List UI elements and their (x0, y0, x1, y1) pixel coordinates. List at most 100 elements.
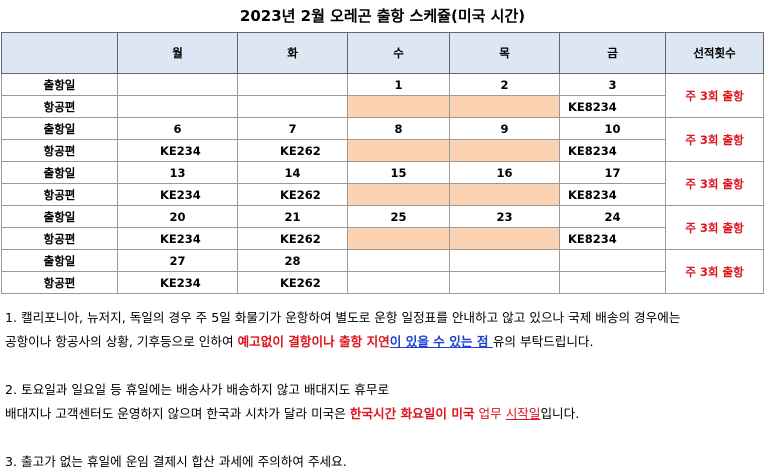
flight-cell (347, 271, 450, 294)
row-label-date: 출항일 (1, 249, 118, 272)
date-cell: 27 (117, 249, 238, 272)
date-cell (347, 249, 450, 272)
note-text: 업무 (474, 406, 506, 421)
warning-text: 시작일 (505, 406, 541, 421)
row-label-flight: 항공편 (1, 227, 118, 250)
flight-cell (237, 95, 348, 118)
date-cell: 20 (117, 205, 238, 228)
date-cell (449, 249, 560, 272)
header-cell: 화 (237, 32, 348, 74)
flight-cell-highlight (449, 183, 560, 206)
notes-section: 1. 캘리포니아, 뉴저지, 독일의 경우 주 5일 화물기가 운항하여 별도로… (5, 306, 765, 474)
date-cell: 16 (449, 161, 560, 184)
row-label-date: 출항일 (1, 205, 118, 228)
page-title: 2023년 2월 오레곤 출항 스케쥴(미국 시간) (239, 7, 526, 25)
shipment-count: 주 3회 출항 (665, 73, 764, 118)
date-cell: 1 (347, 73, 450, 96)
flight-cell: KE262 (237, 227, 348, 250)
flight-cell: KE262 (237, 183, 348, 206)
shipment-count: 주 3회 출항 (665, 249, 764, 294)
note-1-line-2: 공항이나 항공사의 상황, 기후등으로 인하여 예고없이 결항이나 출항 지연이… (5, 330, 765, 354)
date-cell: 23 (449, 205, 560, 228)
note-text: 배대지나 고객센터도 운영하지 않으며 한국과 시차가 달라 미국은 (5, 406, 350, 421)
flight-cell-highlight (347, 227, 450, 250)
date-cell: 13 (117, 161, 238, 184)
date-cell: 7 (237, 117, 348, 140)
flight-cell (559, 271, 666, 294)
flight-cell-highlight (449, 95, 560, 118)
date-cell: 25 (347, 205, 450, 228)
note-3-line-1: 3. 출고가 없는 휴일에 운임 결제시 합산 과세에 주의하여 주세요. (5, 454, 347, 469)
flight-cell (117, 95, 238, 118)
row-label-flight: 항공편 (1, 271, 118, 294)
row-label-flight: 항공편 (1, 139, 118, 162)
flight-cell: KE234 (117, 271, 238, 294)
header-row: 월 화 수 목 금 선적횟수 (1, 32, 764, 74)
shipment-count: 주 3회 출항 (665, 161, 764, 206)
flight-cell: KE234 (117, 227, 238, 250)
note-1-line-1: 1. 캘리포니아, 뉴저지, 독일의 경우 주 5일 화물기가 운항하여 별도로… (5, 310, 681, 325)
date-cell: 3 (559, 73, 666, 96)
date-cell: 14 (237, 161, 348, 184)
table-row: 항공편 KE234 KE262 KE8234 (1, 183, 764, 206)
date-cell: 8 (347, 117, 450, 140)
note-2-line-1: 2. 토요일과 일요일 등 휴일에는 배송사가 배송하지 않고 배대지도 휴무로 (5, 382, 390, 397)
note-text: 공항이나 항공사의 상황, 기후등으로 인하여 (5, 334, 238, 349)
date-cell: 2 (449, 73, 560, 96)
date-cell (559, 249, 666, 272)
flight-cell-highlight (347, 139, 450, 162)
header-cell: 금 (559, 32, 666, 74)
warning-text: 한국시간 화요일이 미국 (349, 406, 475, 421)
table-row: 항공편 KE234 KE262 KE8234 (1, 227, 764, 250)
header-cell: 월 (117, 32, 238, 74)
date-cell: 9 (449, 117, 560, 140)
flight-cell: KE234 (117, 183, 238, 206)
table-row: 항공편 KE234 KE262 (1, 271, 764, 294)
date-cell: 15 (347, 161, 450, 184)
warning-text: 예고없이 결항이나 출항 지연 (237, 334, 390, 349)
flight-cell: KE8234 (559, 95, 666, 118)
flight-cell-highlight (347, 183, 450, 206)
date-cell: 10 (559, 117, 666, 140)
note-text: 입니다. (540, 406, 580, 421)
flight-cell (449, 271, 560, 294)
flight-cell: KE234 (117, 139, 238, 162)
flight-cell: KE262 (237, 139, 348, 162)
emphasis-text: 이 있을 수 있는 점 (389, 334, 493, 349)
header-cell: 선적횟수 (665, 32, 764, 74)
row-label-date: 출항일 (1, 73, 118, 96)
flight-cell-highlight (449, 139, 560, 162)
row-label-flight: 항공편 (1, 183, 118, 206)
note-2-line-2: 배대지나 고객센터도 운영하지 않으며 한국과 시차가 달라 미국은 한국시간 … (5, 402, 765, 426)
flight-cell: KE8234 (559, 183, 666, 206)
date-cell: 17 (559, 161, 666, 184)
table-row: 항공편 KE234 KE262 KE8234 (1, 139, 764, 162)
header-cell: 수 (347, 32, 450, 74)
date-cell: 28 (237, 249, 348, 272)
date-cell: 24 (559, 205, 666, 228)
table-row: 출항일 20 21 25 23 24 주 3회 출항 (1, 205, 764, 250)
date-cell: 21 (237, 205, 348, 228)
flight-cell: KE8234 (559, 227, 666, 250)
flight-cell-highlight (347, 95, 450, 118)
table-row: 출항일 1 2 3 주 3회 출항 (1, 73, 764, 118)
row-label-date: 출항일 (1, 161, 118, 184)
header-cell (1, 32, 118, 74)
flight-cell: KE8234 (559, 139, 666, 162)
row-label-date: 출항일 (1, 117, 118, 140)
flight-cell: KE262 (237, 271, 348, 294)
table-row: 항공편 KE8234 (1, 95, 764, 118)
table-row: 출항일 6 7 8 9 10 주 3회 출항 (1, 117, 764, 162)
table-row: 출항일 27 28 주 3회 출항 (1, 249, 764, 294)
row-label-flight: 항공편 (1, 95, 118, 118)
header-cell: 목 (449, 32, 560, 74)
schedule-table: 월 화 수 목 금 선적횟수 출항일 1 2 3 주 3회 출항 항공편 KE8… (1, 32, 764, 294)
shipment-count: 주 3회 출항 (665, 205, 764, 250)
table-row: 출항일 13 14 15 16 17 주 3회 출항 (1, 161, 764, 206)
shipment-count: 주 3회 출항 (665, 117, 764, 162)
date-cell (237, 73, 348, 96)
date-cell (117, 73, 238, 96)
note-text: 유의 부탁드립니다. (492, 334, 594, 349)
date-cell: 6 (117, 117, 238, 140)
flight-cell-highlight (449, 227, 560, 250)
